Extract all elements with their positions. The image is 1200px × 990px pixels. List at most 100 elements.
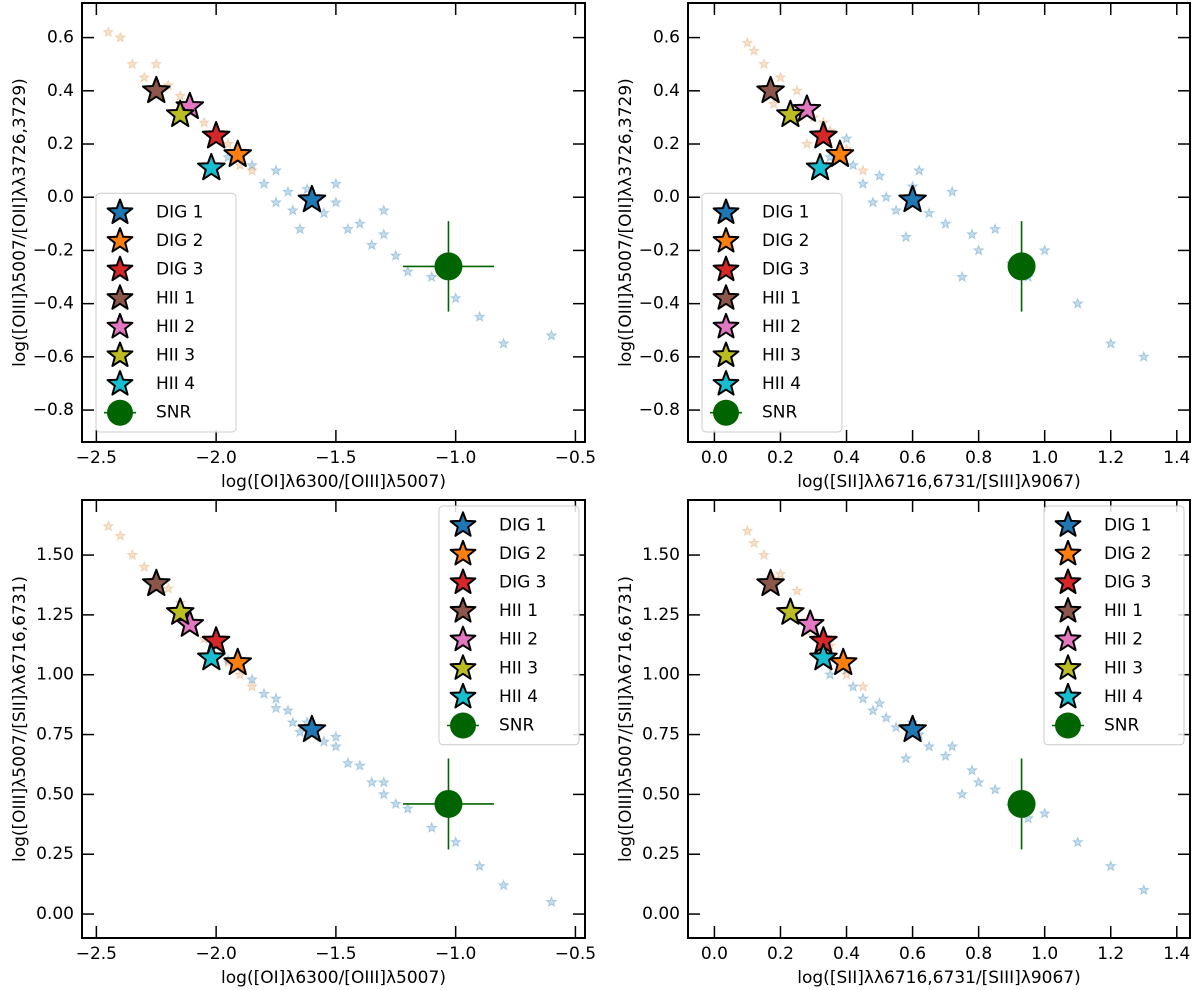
- y-tick-label: 0.75: [642, 725, 680, 745]
- y-axis-label: log([OIII]λ5007/[SII]λλ6716,6731): [10, 576, 30, 862]
- cloud-point: [1038, 243, 1051, 256]
- legend-marker: [106, 198, 134, 224]
- point: [825, 139, 855, 167]
- point: [141, 75, 171, 104]
- legend-marker: [712, 370, 740, 396]
- y-tick-label: 1.00: [36, 665, 74, 685]
- cloud-point: [269, 692, 283, 704]
- point: [223, 139, 252, 167]
- x-tick-label: −2.5: [76, 448, 117, 468]
- cloud-point: [790, 584, 804, 597]
- cloud-point: [1104, 859, 1117, 872]
- cloud-point: [747, 536, 761, 549]
- legend-marker: [712, 284, 740, 310]
- point: [197, 153, 226, 181]
- cloud-point: [341, 222, 354, 235]
- cloud-point: [774, 567, 787, 580]
- cloud-point: [138, 71, 151, 83]
- x-tick-label: 0.4: [833, 944, 860, 964]
- cloud-point: [377, 204, 390, 216]
- cloud-point: [989, 783, 1002, 795]
- legend-marker: [713, 399, 739, 426]
- cloud-point: [856, 680, 870, 692]
- x-tick-label: 1.0: [1031, 944, 1058, 964]
- point: [792, 94, 822, 122]
- legend-label: HII 2: [762, 317, 801, 337]
- legend-label: DIG 1: [762, 203, 810, 223]
- legend-marker: [106, 284, 134, 310]
- legend-label: HII 4: [156, 374, 195, 394]
- x-axis-label: log([OI]λ6300/[OIII]λ5007): [221, 472, 446, 492]
- panel: −2.5 −2.0 −1.5 −1.0 −0.5 −0.8 −0.6 −0.4 −0.2 0.0 0…: [10, 2, 596, 492]
- legend-marker: [1054, 654, 1082, 680]
- point: [201, 121, 231, 149]
- point: [141, 568, 171, 597]
- axes-frame: [687, 2, 1191, 443]
- legend-label: HII 1: [1104, 601, 1143, 621]
- cloud-point: [377, 228, 390, 240]
- cloud-point: [889, 720, 903, 733]
- cloud-point: [873, 169, 886, 182]
- cloud-point: [245, 164, 259, 176]
- point: [434, 252, 463, 281]
- legend-marker: [449, 597, 477, 623]
- cloud-point: [389, 797, 402, 810]
- cloud-point: [757, 57, 771, 70]
- cloud-point: [939, 749, 952, 762]
- cloud-point: [269, 701, 283, 714]
- y-tick-label: −0.4: [33, 294, 74, 314]
- legend-label: DIG 3: [762, 260, 810, 280]
- legend-label: HII 4: [1104, 687, 1143, 707]
- cloud-point: [741, 524, 754, 537]
- cloud-point: [449, 835, 462, 848]
- legend-marker: [449, 539, 477, 566]
- cloud-point: [946, 185, 959, 198]
- y-tick-label: −0.4: [639, 294, 680, 314]
- cloud-point: [497, 337, 510, 349]
- y-tick-label: 1.25: [36, 605, 74, 625]
- cloud-point: [102, 25, 115, 38]
- cloud-point: [856, 177, 870, 190]
- cloud-point: [286, 204, 299, 216]
- cloud-point: [899, 752, 913, 764]
- legend-label: DIG 1: [499, 515, 547, 535]
- legend-marker: [712, 341, 740, 367]
- y-tick-label: −0.2: [639, 240, 680, 260]
- point: [756, 75, 785, 104]
- cloud-point: [840, 132, 853, 144]
- y-tick-label: 0.50: [36, 784, 74, 804]
- cloud-point: [473, 859, 486, 872]
- x-tick-label: −2.0: [195, 448, 236, 468]
- cloud-point: [138, 560, 151, 573]
- x-tick-label: −1.0: [435, 944, 476, 964]
- point: [756, 568, 785, 597]
- cloud-point: [1038, 807, 1051, 819]
- legend-box: [95, 192, 237, 433]
- y-tick-label: 0.00: [36, 904, 74, 924]
- legend-label: HII 3: [1104, 658, 1143, 678]
- y-tick-label: 0.0: [653, 187, 680, 207]
- legend-marker: [712, 255, 740, 282]
- cloud-point: [767, 97, 780, 110]
- x-tick-label: 0.0: [701, 448, 728, 468]
- cloud-point: [545, 895, 558, 908]
- x-tick-label: 1.2: [1097, 944, 1124, 964]
- cloud-point: [401, 802, 414, 814]
- y-tick-label: 0.4: [653, 81, 680, 101]
- cloud-point: [269, 196, 283, 208]
- cloud-point: [880, 190, 893, 203]
- x-tick-label: −2.0: [195, 944, 236, 964]
- legend-label: HII 3: [762, 346, 801, 366]
- cloud-point: [365, 775, 378, 788]
- x-axis-label: log([OI]λ6300/[OIII]λ5007): [221, 968, 446, 988]
- cloud-point: [847, 158, 860, 171]
- cloud-point: [353, 759, 366, 771]
- cloud-point: [823, 668, 837, 680]
- legend-label: HII 2: [1104, 630, 1143, 650]
- legend-label: DIG 2: [156, 231, 204, 251]
- cloud-point: [790, 84, 804, 96]
- point: [828, 647, 858, 676]
- cloud-point: [257, 687, 271, 700]
- cloud-point: [353, 217, 366, 230]
- point: [898, 714, 927, 743]
